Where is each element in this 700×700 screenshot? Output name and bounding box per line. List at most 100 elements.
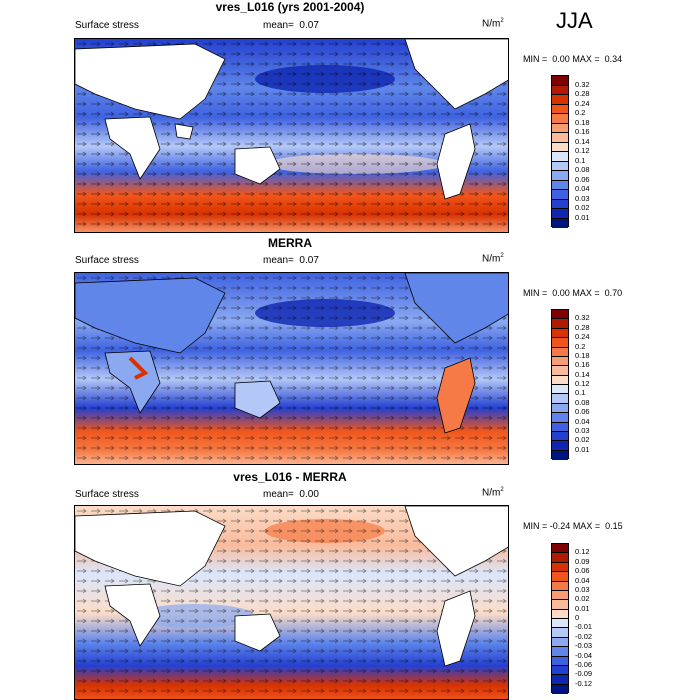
colorbar-tick-label: 0.09 [575,556,590,566]
colorbar-tick-label: 0.03 [575,425,590,435]
colorbar-box [552,590,568,601]
panel-3-field-label: Surface stress [75,489,139,500]
colorbar-tick-label: 0.02 [575,435,590,445]
colorbar-box [552,450,568,460]
colorbar-tick-label: 0.06 [575,407,590,417]
colorbar-box [552,600,568,610]
panel-2-map [74,272,509,465]
panel-2-units: N/m2 [482,253,504,265]
panel-2-title: MERRA [268,236,312,250]
colorbar-tick-label: 0.04 [575,575,590,585]
colorbar-box [552,544,568,554]
colorbar-box [552,161,568,171]
colorbar-box [552,581,568,591]
colorbar-tick-label: 0.06 [575,566,590,576]
colorbar-tick-label: 0.12 [575,146,590,155]
colorbar-tick-label: 0.28 [575,89,590,98]
colorbar-box [552,310,568,320]
colorbar-tick-label: -0.02 [575,631,593,641]
colorbar-box [552,422,568,432]
colorbar-tick-label: 0.24 [575,98,590,108]
colorbar-box [552,199,568,209]
colorbar-box [552,123,568,133]
colorbar-tick-label: 0.08 [575,165,590,174]
colorbar-tick-label: 0.1 [575,155,586,165]
colorbar-box [552,656,568,666]
colorbar-tick-label: 0.1 [575,388,586,398]
colorbar-tick-label: 0.04 [575,184,590,193]
colorbar-box [552,171,568,181]
colorbar-box [552,190,568,200]
colorbar-tick-label: 0.16 [575,360,590,370]
colorbar-tick-label: 0.2 [575,341,586,351]
panel-2-colorbar [551,309,569,460]
colorbar-tick-label: 0.24 [575,332,590,342]
colorbar-box [552,572,568,582]
colorbar-box [552,637,568,648]
colorbar-box [552,114,568,124]
panel-1-field-label: Surface stress [75,20,139,31]
panel-1-map [74,38,509,233]
colorbar-tick-label: 0.04 [575,416,590,426]
panel-3-map [74,505,509,700]
panel-1-units: N/m2 [482,18,504,30]
colorbar-box [552,619,568,629]
colorbar-box [552,95,568,105]
colorbar-box [552,347,568,357]
colorbar-box [552,628,568,638]
colorbar-tick-label: -0.06 [575,659,593,669]
colorbar-tick-label: 0.12 [575,379,590,388]
colorbar-box [552,104,568,114]
colorbar-box [552,385,568,395]
colorbar-tick-label: -0.04 [575,650,593,660]
colorbar-box [552,403,568,414]
colorbar-tick-label: 0.14 [575,136,590,146]
panel-3-title: vres_L016 - MERRA [233,470,347,484]
panel-3-minmax: MIN = -0.24 MAX = 0.15 [523,521,623,531]
colorbar-box [552,684,568,694]
colorbar-box [552,553,568,563]
colorbar-box [552,609,568,619]
colorbar-tick-label: 0.16 [575,127,590,136]
colorbar-box [552,562,568,573]
colorbar-box [552,431,568,442]
colorbar-box [552,375,568,385]
colorbar-tick-label: 0.18 [575,117,590,127]
colorbar-tick-label: 0.06 [575,174,590,184]
colorbar-tick-label: -0.12 [575,678,593,688]
panel-2-field-label: Surface stress [75,255,139,266]
colorbar-tick-label: 0.14 [575,369,590,379]
colorbar-tick-label: 0.01 [575,212,590,222]
colorbar-tick-label: -0.09 [575,669,593,679]
colorbar-tick-label: 0.02 [575,594,590,604]
colorbar-tick-label: 0 [575,613,580,622]
colorbar-tick-label: 0.02 [575,203,590,212]
colorbar-tick-label: 0.03 [575,584,590,594]
panel-2-minmax: MIN = 0.00 MAX = 0.70 [523,288,623,298]
colorbar-tick-label: 0.2 [575,108,586,117]
colorbar-tick-label: 0.18 [575,350,590,360]
colorbar-box [552,218,568,228]
panel-1-minmax: MIN = 0.00 MAX = 0.34 [523,54,623,64]
colorbar-box [552,142,568,152]
colorbar-box [552,366,568,376]
colorbar-tick-label: 0.08 [575,397,590,407]
colorbar-box [552,665,568,676]
colorbar-tick-label: 0.32 [575,313,590,323]
colorbar-box [552,180,568,190]
colorbar-box [552,328,568,339]
colorbar-box [552,675,568,685]
colorbar-tick-label: -0.01 [575,622,593,632]
panel-3-mean: mean= 0.00 [263,489,319,500]
colorbar-tick-label: -0.03 [575,641,593,651]
colorbar-box [552,394,568,404]
colorbar-box [552,209,568,219]
colorbar-tick-label: 0.12 [575,547,590,557]
colorbar-box [552,647,568,657]
colorbar-tick-label: 0.01 [575,444,590,454]
panel-1-colorbar [551,75,569,228]
colorbar-box [552,133,568,143]
colorbar-box [552,356,568,367]
colorbar-tick-label: 0.03 [575,193,590,203]
colorbar-tick-label: 0.32 [575,79,590,89]
